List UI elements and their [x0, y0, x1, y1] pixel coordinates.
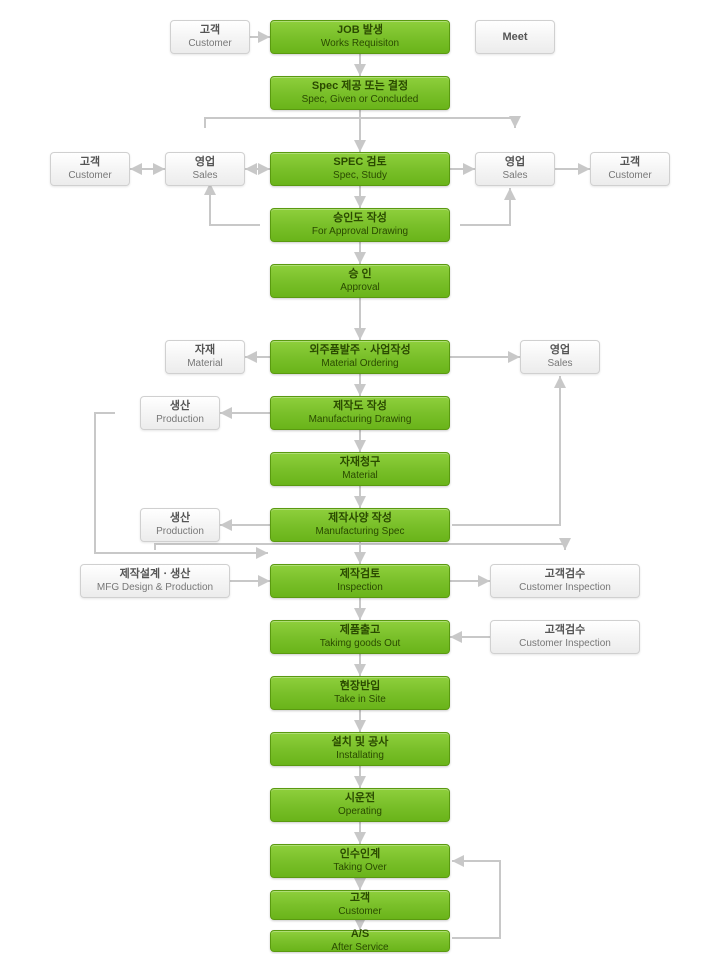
- node-s05: 영업Sales: [475, 152, 555, 186]
- node-n11: 제품출고Takimg goods Out: [270, 620, 450, 654]
- node-s05-label-ko: 영업: [505, 156, 525, 169]
- node-s13-label-en: Customer Inspection: [519, 638, 611, 650]
- node-n08-label-ko: 자재청구: [340, 456, 380, 469]
- node-s11-label-ko: 제작설계ㆍ생산: [120, 568, 191, 581]
- node-n01: JOB 발생Works Requisiton: [270, 20, 450, 54]
- node-n14-label-ko: 시운전: [345, 792, 375, 805]
- node-s03: 고객Customer: [50, 152, 130, 186]
- node-n07-label-en: Manufacturing Drawing: [309, 414, 412, 426]
- node-n15: 인수인계Taking Over: [270, 844, 450, 878]
- node-s12-label-ko: 고객검수: [545, 568, 585, 581]
- node-n11-label-ko: 제품출고: [340, 624, 380, 637]
- node-s09-label-ko: 생산: [170, 400, 190, 413]
- node-n15-label-ko: 인수인계: [340, 848, 380, 861]
- node-s11-label-en: MFG Design & Production: [97, 582, 213, 594]
- node-n16-label-en: Customer: [338, 906, 381, 918]
- node-n07: 제작도 작성Manufacturing Drawing: [270, 396, 450, 430]
- node-n15-label-en: Taking Over: [333, 862, 386, 874]
- node-s11: 제작설계ㆍ생산MFG Design & Production: [80, 564, 230, 598]
- node-s10-label-ko: 생산: [170, 512, 190, 525]
- node-n06: 외주품발주ㆍ사업작성Material Ordering: [270, 340, 450, 374]
- node-s01: 고객Customer: [170, 20, 250, 54]
- node-s02: Meet: [475, 20, 555, 54]
- node-n02-label-ko: Spec 제공 또는 결정: [312, 80, 408, 93]
- node-s07: 자재Material: [165, 340, 245, 374]
- node-n12-label-en: Take in Site: [334, 694, 386, 706]
- node-s06-label-en: Customer: [608, 170, 651, 182]
- node-n08: 자재청구Material: [270, 452, 450, 486]
- node-s08-label-ko: 영업: [550, 344, 570, 357]
- node-n10-label-en: Inspection: [337, 582, 383, 594]
- node-n02: Spec 제공 또는 결정Spec, Given or Concluded: [270, 76, 450, 110]
- node-s08: 영업Sales: [520, 340, 600, 374]
- node-s04-label-ko: 영업: [195, 156, 215, 169]
- node-n13: 설치 및 공사Installating: [270, 732, 450, 766]
- node-n05: 승 인Approval: [270, 264, 450, 298]
- node-n09-label-ko: 제작사양 작성: [328, 512, 392, 525]
- node-s12: 고객검수Customer Inspection: [490, 564, 640, 598]
- node-s12-label-en: Customer Inspection: [519, 582, 611, 594]
- node-s01-label-ko: 고객: [200, 24, 220, 37]
- node-s05-label-en: Sales: [502, 170, 527, 182]
- node-n13-label-en: Installating: [336, 750, 384, 762]
- node-s06-label-ko: 고객: [620, 156, 640, 169]
- node-s09-label-en: Production: [156, 414, 204, 426]
- node-s08-label-en: Sales: [547, 358, 572, 370]
- node-s03-label-ko: 고객: [80, 156, 100, 169]
- node-s07-label-ko: 자재: [195, 344, 215, 357]
- node-n07-label-ko: 제작도 작성: [333, 400, 387, 413]
- node-s04-label-en: Sales: [192, 170, 217, 182]
- node-s02-label-ko: Meet: [502, 31, 527, 44]
- node-s10-label-en: Production: [156, 526, 204, 538]
- node-s13: 고객검수Customer Inspection: [490, 620, 640, 654]
- node-n06-label-en: Material Ordering: [321, 358, 398, 370]
- node-n12-label-ko: 현장반입: [340, 680, 380, 693]
- node-n10-label-ko: 제작검토: [340, 568, 380, 581]
- node-n03-label-en: Spec, Study: [333, 170, 387, 182]
- node-n04-label-en: For Approval Drawing: [312, 226, 408, 238]
- node-n03: SPEC 검토Spec, Study: [270, 152, 450, 186]
- node-n05-label-en: Approval: [340, 282, 379, 294]
- node-n01-label-ko: JOB 발생: [337, 24, 383, 37]
- node-n14: 시운전Operating: [270, 788, 450, 822]
- node-n05-label-ko: 승 인: [348, 268, 371, 281]
- node-n03-label-ko: SPEC 검토: [333, 156, 386, 169]
- node-n16: 고객Customer: [270, 890, 450, 920]
- node-n13-label-ko: 설치 및 공사: [332, 736, 389, 749]
- node-n12: 현장반입Take in Site: [270, 676, 450, 710]
- node-n09-label-en: Manufacturing Spec: [316, 526, 405, 538]
- node-s04: 영업Sales: [165, 152, 245, 186]
- node-n14-label-en: Operating: [338, 806, 382, 818]
- node-n10: 제작검토Inspection: [270, 564, 450, 598]
- node-s09: 생산Production: [140, 396, 220, 430]
- node-n01-label-en: Works Requisiton: [321, 38, 399, 50]
- node-n17-label-ko: A/S: [351, 928, 369, 941]
- node-n16-label-ko: 고객: [350, 892, 370, 905]
- node-s03-label-en: Customer: [68, 170, 111, 182]
- node-s07-label-en: Material: [187, 358, 223, 370]
- node-n02-label-en: Spec, Given or Concluded: [302, 94, 419, 106]
- node-s13-label-ko: 고객검수: [545, 624, 585, 637]
- node-s10: 생산Production: [140, 508, 220, 542]
- node-n09: 제작사양 작성Manufacturing Spec: [270, 508, 450, 542]
- node-n04: 승인도 작성For Approval Drawing: [270, 208, 450, 242]
- node-n08-label-en: Material: [342, 470, 378, 482]
- node-n06-label-ko: 외주품발주ㆍ사업작성: [309, 344, 410, 357]
- node-n11-label-en: Takimg goods Out: [320, 638, 401, 650]
- node-s01-label-en: Customer: [188, 38, 231, 50]
- node-n17: A/SAfter Service: [270, 930, 450, 952]
- node-n04-label-ko: 승인도 작성: [333, 212, 387, 225]
- node-s06: 고객Customer: [590, 152, 670, 186]
